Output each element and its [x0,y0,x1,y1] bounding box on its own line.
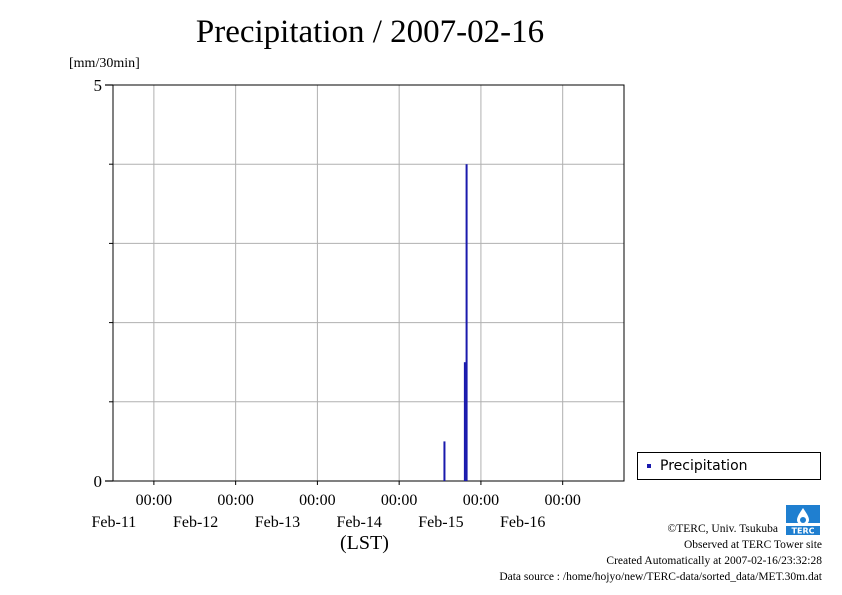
x-tick-label-date: Feb-14 [336,514,381,531]
chart-title: Precipitation / 2007-02-16 [195,14,545,50]
x-tick-label-time: 00:00 [136,492,172,509]
x-tick-label-date: Feb-12 [173,514,218,531]
x-tick-label-time: 00:00 [299,492,335,509]
precipitation-bar [465,164,468,481]
precipitation-bar [443,441,446,481]
legend-label: Precipitation [660,458,748,474]
logo-text: TERC [792,527,815,536]
terc-logo: TERC [784,503,822,537]
y-tick-label: 0 [94,472,103,491]
legend-swatch [647,464,651,468]
x-axis-label: (LST) [340,532,389,554]
x-tick-label-date: Feb-16 [500,514,545,531]
y-tick-label: 5 [94,76,103,95]
copyright-text: ©TERC, Univ. Tsukuba [667,523,778,535]
x-tick-label-date: Feb-15 [418,514,463,531]
x-tick-label-time: 00:00 [463,492,499,509]
plot-frame [112,84,625,482]
x-tick-label-date: Feb-13 [255,514,300,531]
x-tick-label-time: 00:00 [544,492,580,509]
source-text: Data source : /home/hojyo/new/TERC-data/… [499,571,822,583]
precipitation-bar [463,362,466,481]
x-tick-label-time: 00:00 [381,492,417,509]
y-axis-unit-label: [mm/30min] [69,56,140,71]
credits-block: ©TERC, Univ. Tsukuba Observed at TERC To… [499,521,822,585]
observed-text: Observed at TERC Tower site [683,539,822,551]
legend: Precipitation [637,452,821,480]
x-tick-label-date: Feb-11 [92,514,137,531]
created-text: Created Automatically at 2007-02-16/23:3… [606,555,822,567]
x-tick-label-time: 00:00 [217,492,253,509]
